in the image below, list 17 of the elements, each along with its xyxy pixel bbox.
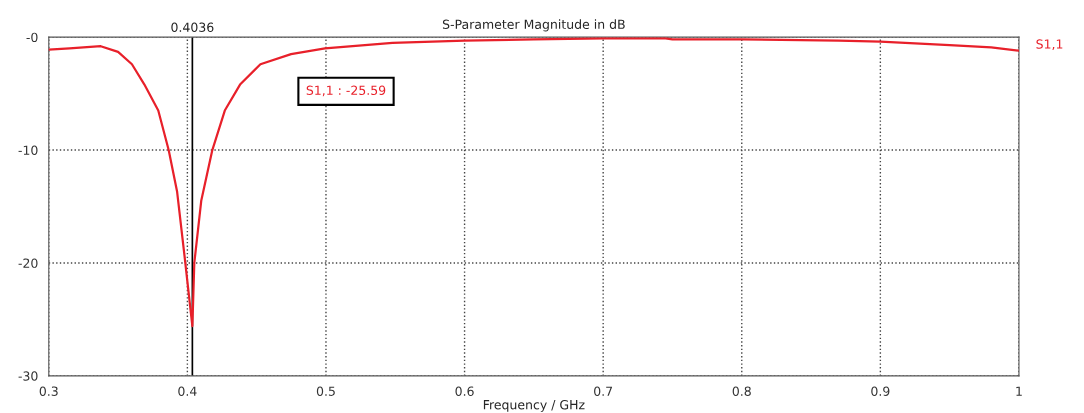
- x-tick-label: 0.8: [732, 386, 751, 396]
- chart-title: S-Parameter Magnitude in dB: [442, 19, 625, 32]
- x-tick-label: 0.6: [455, 386, 474, 396]
- x-tick-label: 0.5: [316, 386, 335, 396]
- x-tick-label: 0.4: [178, 386, 197, 396]
- y-tick-label: -10: [18, 145, 38, 155]
- ref-line-label: 0.4036: [171, 22, 214, 32]
- x-axis-title: Frequency / GHz: [483, 399, 585, 412]
- x-tick-label: 0.7: [594, 386, 613, 396]
- x-tick-label: 0.9: [871, 386, 890, 396]
- annotation: S1,1 : -25.59: [306, 85, 386, 97]
- y-tick-label: -20: [18, 258, 38, 268]
- y-tick-label: -0: [26, 32, 38, 43]
- y-tick-label: -30: [18, 371, 38, 381]
- x-tick-label: 0.3: [39, 386, 58, 396]
- x-tick-label: 1: [1016, 386, 1022, 396]
- series-label: S1,1: [1036, 39, 1063, 51]
